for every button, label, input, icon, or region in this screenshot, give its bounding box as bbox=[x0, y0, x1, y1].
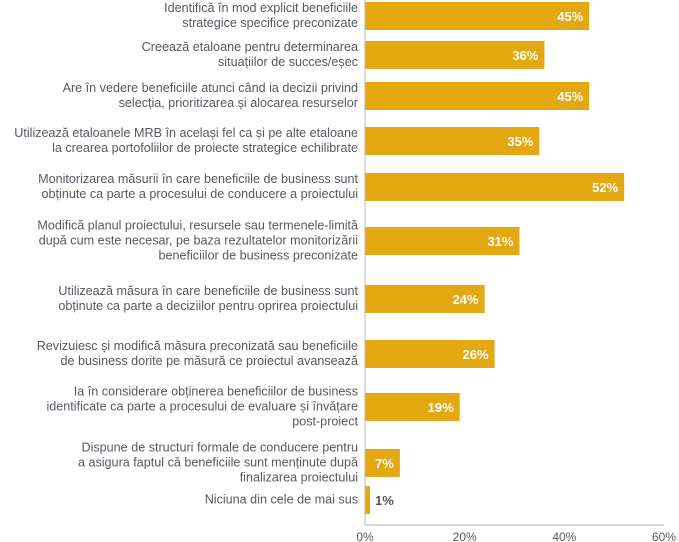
bar bbox=[365, 449, 400, 477]
category-label-line: Revizuiesc și modifică măsura preconizat… bbox=[36, 339, 358, 353]
category-label: Utilizează etaloanele MRB în același fel… bbox=[14, 126, 358, 156]
bar bbox=[365, 486, 370, 514]
x-tick-label: 60% bbox=[652, 530, 676, 542]
category-label: Modifică planul proiectului, resursele s… bbox=[37, 219, 358, 264]
bar bbox=[365, 173, 625, 201]
category-label-line: selecția, prioritizarea și alocarea resu… bbox=[118, 96, 358, 110]
category-label-line: după cum este necesar, pe baza rezultate… bbox=[38, 233, 358, 248]
category-label: Ia în considerare obținerea beneficiilor… bbox=[46, 385, 358, 430]
data-label: 35% bbox=[507, 134, 533, 149]
category-label: Utilizează măsura în care beneficiile de… bbox=[58, 284, 358, 314]
category-label-line: strategice specifice preconizate bbox=[182, 16, 358, 30]
bar bbox=[365, 2, 590, 30]
category-label-line: Niciuna din cele de mai sus bbox=[204, 492, 358, 507]
category-label-line: Identifică în mod explicit beneficiile bbox=[164, 1, 358, 15]
category-label-line: finalizarea proiectului bbox=[239, 470, 358, 485]
category-label-line: a asigura faptul că beneficiile sunt men… bbox=[77, 455, 358, 470]
category-label-line: Utilizează măsura în care beneficiile de… bbox=[58, 284, 358, 298]
data-label: 26% bbox=[463, 347, 489, 362]
category-label-line: obținute ca parte a procesului de conduc… bbox=[41, 187, 358, 201]
category-label-line: Monitorizarea măsurii în care beneficiil… bbox=[38, 172, 358, 186]
data-label: 45% bbox=[557, 9, 583, 24]
category-label: Monitorizarea măsurii în care beneficiil… bbox=[38, 172, 358, 202]
data-label: 1% bbox=[375, 493, 394, 508]
category-label: Revizuiesc și modifică măsura preconizat… bbox=[37, 339, 358, 369]
category-label-line: de business dorite pe măsură ce proiectu… bbox=[60, 354, 358, 368]
category-label: Creează etaloane pentru determinarea situ… bbox=[142, 40, 358, 70]
category-label: Dispune de structuri formale de conducer… bbox=[78, 441, 358, 486]
data-label: 31% bbox=[487, 234, 513, 249]
x-tick-label: 0% bbox=[356, 530, 374, 542]
category-label: Identifică în mod explicit beneficiile st… bbox=[164, 1, 358, 31]
category-label-line: Creează etaloane pentru determinarea bbox=[141, 40, 358, 54]
bar bbox=[365, 227, 520, 255]
category-label-line: la crearea portofoliilor de proiecte str… bbox=[52, 141, 358, 155]
data-label: 52% bbox=[592, 180, 618, 195]
category-label-line: Dispune de structuri formale de conducer… bbox=[81, 440, 358, 455]
category-label-line: identificate ca parte a procesului de ev… bbox=[46, 399, 358, 414]
category-label-line: obținute ca parte a deciziilor pentru op… bbox=[58, 299, 358, 313]
category-label-line: Ia în considerare obținerea beneficiilor… bbox=[73, 384, 358, 399]
x-tick-label: 20% bbox=[453, 530, 477, 542]
bar bbox=[365, 127, 540, 155]
data-label: 45% bbox=[557, 89, 583, 104]
category-label-line: post-proiect bbox=[292, 414, 358, 429]
data-label: 7% bbox=[375, 456, 394, 471]
data-label: 19% bbox=[428, 400, 454, 415]
category-label-line: Modifică planul proiectului, resursele s… bbox=[37, 218, 358, 233]
bar bbox=[365, 393, 460, 421]
category-label-line: Are în vedere beneficiile atunci când ia… bbox=[62, 81, 358, 95]
category-label-line: Utilizează etaloanele MRB în același fel… bbox=[14, 126, 358, 140]
category-label-line: situațiilor de succes/eșec bbox=[218, 55, 358, 69]
bar bbox=[365, 82, 590, 110]
bar bbox=[365, 340, 495, 368]
data-label: 36% bbox=[512, 48, 538, 63]
data-label: 24% bbox=[453, 292, 479, 307]
category-label: Niciuna din cele de mai sus bbox=[205, 493, 358, 508]
x-tick-label: 40% bbox=[552, 530, 576, 542]
bar bbox=[365, 285, 485, 313]
category-label: Are în vedere beneficiile atunci când ia… bbox=[63, 81, 358, 111]
category-label-line: beneficiilor de business preconizate bbox=[158, 248, 358, 263]
bar bbox=[365, 41, 545, 69]
